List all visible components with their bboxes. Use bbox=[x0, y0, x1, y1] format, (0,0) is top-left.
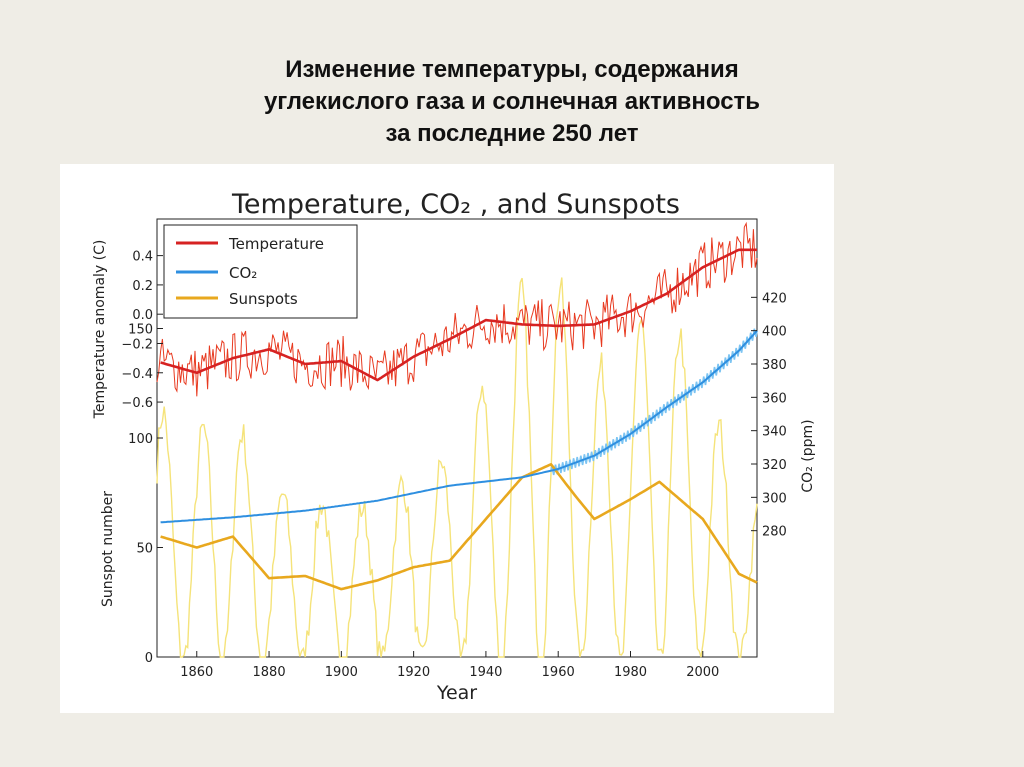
temperature-tick-label: −0.4 bbox=[121, 367, 153, 382]
co2-tick-label: 360 bbox=[762, 391, 787, 406]
legend-label-sunspots: Sunspots bbox=[229, 290, 298, 308]
co2-tick-label: 340 bbox=[762, 425, 787, 440]
sunspots-tick-label: 50 bbox=[136, 542, 153, 557]
co2-axis-label: CO₂ (ppm) bbox=[800, 419, 816, 492]
temperature-raw-line bbox=[156, 221, 758, 397]
sunspots-tick-label: 150 bbox=[128, 323, 153, 338]
temperature-tick-label: −0.6 bbox=[121, 396, 153, 411]
slide-title: Изменение температуры, содержания углеки… bbox=[112, 54, 912, 150]
sunspots-tick-label: 0 bbox=[145, 651, 153, 666]
x-axis-label: Year bbox=[436, 682, 477, 704]
co2-tick-label: 320 bbox=[762, 458, 787, 473]
temperature-tick-label: 0.4 bbox=[132, 250, 153, 265]
slide-title-line-3: за последние 250 лет bbox=[385, 120, 639, 147]
sunspots-raw-line bbox=[156, 277, 758, 658]
x-tick-label: 1880 bbox=[253, 665, 286, 680]
co2-raw-line bbox=[550, 328, 758, 476]
axes-layer: 1860 1880 1900 1920 1940 1960 1980 2000 0.4 0.2 0.… bbox=[121, 250, 786, 680]
chart-panel: Temperature, CO₂ , and Sunspots 1860 1880… bbox=[60, 164, 834, 713]
smooth-series-layer bbox=[160, 248, 758, 591]
co2-tick-label: 400 bbox=[762, 325, 787, 340]
chart-title: Temperature, CO₂ , and Sunspots bbox=[231, 189, 680, 220]
slide-title-line-1: Изменение температуры, содержания bbox=[285, 56, 739, 83]
co2-tick-label: 380 bbox=[762, 358, 787, 373]
sunspots-tick-label: 100 bbox=[128, 432, 153, 447]
co2-tick-label: 420 bbox=[762, 291, 787, 306]
x-tick-label: 2000 bbox=[686, 665, 719, 680]
x-tick-label: 1980 bbox=[614, 665, 647, 680]
temperature-series-line bbox=[160, 248, 757, 382]
slide-title-line-2: углекислого газа и солнечная активность bbox=[263, 88, 761, 115]
temperature-tick-label: −0.2 bbox=[121, 337, 153, 352]
chart-svg: Temperature, CO₂ , and Sunspots 1860 1880… bbox=[92, 189, 816, 704]
co2-tick-label: 280 bbox=[762, 525, 787, 540]
temperature-tick-label: 0.0 bbox=[132, 308, 153, 323]
temperature-tick-label: 0.2 bbox=[132, 279, 153, 294]
legend-label-temperature: Temperature bbox=[228, 235, 324, 253]
co2-series-line bbox=[160, 330, 758, 524]
legend: Temperature CO₂ Sunspots bbox=[163, 224, 358, 319]
x-tick-label: 1960 bbox=[542, 665, 575, 680]
co2-tick-label: 300 bbox=[762, 491, 787, 506]
x-tick-label: 1940 bbox=[469, 665, 502, 680]
x-tick-label: 1920 bbox=[397, 665, 430, 680]
x-tick-label: 1860 bbox=[180, 665, 213, 680]
x-tick-label: 1900 bbox=[325, 665, 358, 680]
temperature-axis-label: Temperature anomaly (C) bbox=[92, 240, 108, 420]
legend-label-co2: CO₂ bbox=[229, 264, 257, 282]
sunspots-series-line bbox=[160, 462, 758, 591]
sunspot-axis-label: Sunspot number bbox=[100, 491, 116, 607]
